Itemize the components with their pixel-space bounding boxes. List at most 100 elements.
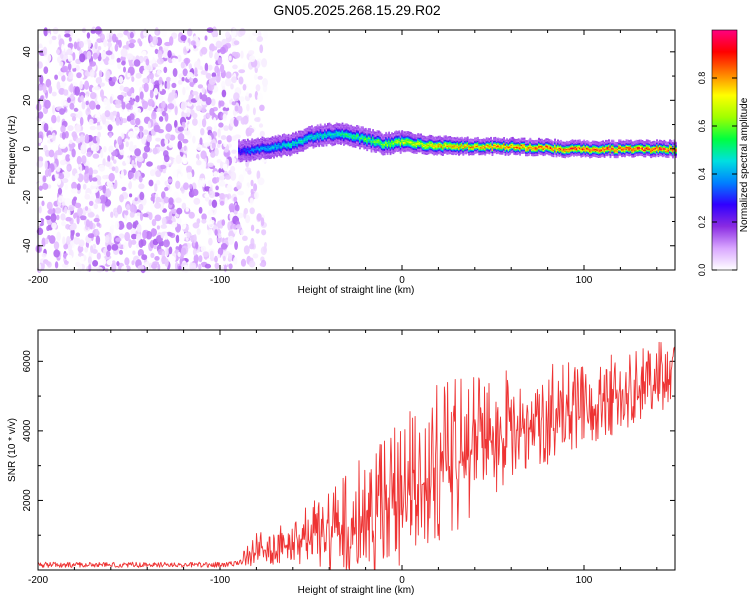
noise-cell — [248, 260, 256, 268]
noise-cell — [59, 61, 64, 67]
noise-cell — [215, 176, 220, 183]
noise-cell — [124, 257, 130, 266]
noise-cell — [259, 44, 264, 54]
noise-cell — [223, 125, 230, 131]
noise-cell — [79, 163, 83, 174]
noise-cell — [209, 77, 216, 85]
noise-cell — [207, 229, 212, 236]
noise-cell — [192, 91, 199, 96]
noise-cell — [63, 171, 71, 179]
noise-cell — [114, 220, 120, 231]
noise-cell — [231, 76, 237, 84]
noise-cell — [83, 40, 88, 45]
noise-cell — [251, 31, 259, 37]
noise-cell — [153, 245, 157, 250]
noise-cell — [61, 178, 69, 184]
noise-cell — [143, 145, 151, 153]
noise-cell — [152, 147, 158, 155]
noise-cell — [62, 236, 66, 246]
noise-cell — [79, 215, 87, 221]
noise-cell — [75, 261, 81, 267]
noise-cell — [197, 179, 203, 189]
noise-cell — [89, 212, 95, 218]
noise-cell — [220, 243, 228, 250]
noise-cell — [155, 137, 161, 142]
noise-cell — [247, 170, 252, 175]
noise-cell — [81, 155, 87, 165]
ridge-cell — [257, 137, 259, 140]
noise-cell — [234, 204, 240, 212]
noise-cell — [249, 197, 254, 205]
noise-cell — [168, 142, 174, 148]
ridge-cell — [271, 136, 274, 138]
noise-cell — [119, 85, 124, 91]
noise-cell — [95, 77, 103, 84]
noise-cell — [242, 168, 246, 177]
noise-cell — [233, 256, 238, 265]
noise-cell — [236, 185, 241, 190]
noise-cell — [100, 149, 104, 159]
noise-cell — [205, 72, 212, 79]
noise-cell — [119, 149, 125, 156]
noise-cell — [189, 183, 193, 189]
noise-cell — [100, 89, 104, 98]
noise-cell — [218, 122, 224, 128]
noise-cell — [74, 173, 79, 179]
noise-cell — [193, 234, 197, 244]
noise-cell — [67, 54, 73, 62]
noise-cell — [252, 107, 256, 116]
noise-cell — [41, 237, 46, 247]
noise-cell — [111, 244, 119, 251]
noise-cell — [153, 87, 159, 96]
noise-cell — [201, 106, 207, 113]
noise-cell — [219, 193, 226, 200]
noise-cell — [167, 219, 173, 225]
noise-cell — [45, 261, 51, 266]
noise-cell — [70, 188, 78, 194]
noise-cell — [243, 207, 249, 215]
noise-cell — [245, 185, 249, 194]
noise-cell — [154, 202, 162, 209]
spectrogram-cells — [35, 25, 677, 275]
noise-cell — [90, 77, 95, 85]
noise-cell — [165, 76, 171, 83]
noise-cell — [217, 140, 222, 145]
noise-cell — [120, 48, 128, 58]
noise-cell — [243, 245, 250, 255]
noise-cell — [208, 237, 213, 246]
noise-cell — [188, 211, 195, 219]
noise-cell — [56, 178, 62, 186]
noise-cell — [183, 182, 189, 190]
noise-cell — [133, 144, 137, 149]
noise-cell — [91, 188, 99, 193]
noise-cell — [84, 193, 91, 200]
noise-cell — [196, 228, 201, 236]
noise-cell — [71, 131, 77, 138]
noise-cell — [224, 175, 231, 180]
noise-cell — [193, 197, 201, 205]
ridge-cell — [254, 139, 256, 141]
figure-title: GN05.2025.268.15.29.R02 — [273, 2, 441, 18]
noise-cell — [249, 243, 255, 250]
noise-cell — [118, 233, 125, 239]
ridge-cell — [379, 131, 382, 134]
noise-cell — [154, 256, 160, 261]
noise-cell — [263, 246, 267, 253]
noise-cell — [200, 70, 208, 75]
noise-cell — [56, 214, 60, 221]
noise-cell — [257, 92, 263, 102]
noise-cell — [37, 111, 44, 119]
noise-cell — [106, 259, 113, 266]
noise-cell — [228, 203, 235, 212]
noise-cell — [52, 104, 56, 115]
noise-cell — [195, 241, 199, 249]
noise-cell — [177, 126, 184, 132]
noise-cell — [51, 222, 57, 230]
noise-cell — [154, 48, 159, 55]
noise-cell — [150, 196, 155, 202]
noise-cell — [89, 61, 97, 67]
ridge-cell — [295, 131, 297, 134]
noise-cell — [44, 114, 51, 124]
noise-cell — [141, 50, 147, 57]
ridge-cell — [364, 127, 367, 130]
